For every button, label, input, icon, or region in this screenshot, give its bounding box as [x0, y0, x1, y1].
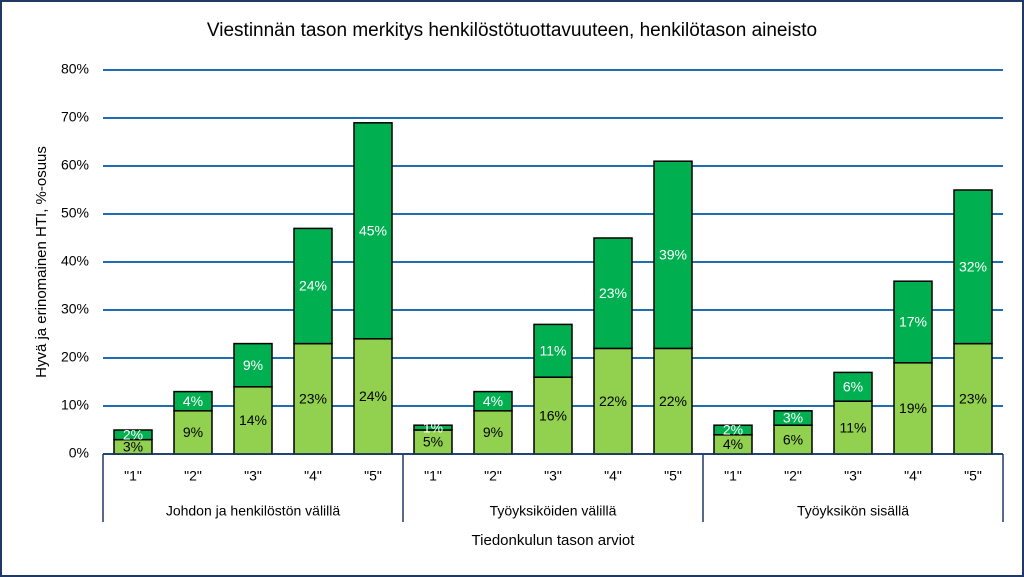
data-label: 11% — [540, 343, 567, 359]
bar-segment — [893, 280, 933, 364]
bar-segment — [173, 390, 213, 412]
x-tick-label: "4" — [304, 468, 322, 484]
x-tick-label: "1" — [424, 468, 442, 484]
y-tick-label: 60% — [61, 157, 89, 173]
x-tick-label: "5" — [664, 468, 682, 484]
x-tick-label: "1" — [124, 468, 142, 484]
group-label: Työyksiköiden välillä — [490, 503, 617, 519]
data-label: 2% — [723, 422, 743, 438]
data-label: 19% — [899, 400, 927, 416]
x-tick-label: "3" — [544, 468, 562, 484]
bar-segment — [233, 386, 273, 455]
x-tick-label: "4" — [604, 468, 622, 484]
bar-segment — [473, 390, 513, 412]
data-label: 11% — [840, 419, 867, 435]
data-label: 32% — [959, 259, 987, 275]
data-label: 9% — [483, 424, 503, 440]
data-label: 45% — [359, 223, 387, 239]
x-axis-title: Tiedonkulun tason arviot — [472, 532, 636, 549]
data-label: 6% — [783, 431, 803, 447]
data-label: 22% — [659, 393, 687, 409]
bar-segment — [713, 424, 753, 436]
bar-segment — [833, 371, 873, 402]
bar-segment — [953, 189, 993, 345]
group-label: Työyksikön sisällä — [797, 503, 909, 519]
chart-title: Viestinnän tason merkitys henkilöstötuot… — [207, 20, 817, 41]
bar-segment — [953, 342, 993, 455]
bar-segment — [593, 237, 633, 350]
data-label: 1% — [423, 419, 443, 435]
x-tick-label: "4" — [904, 468, 922, 484]
x-tick-label: "5" — [364, 468, 382, 484]
data-label: 9% — [183, 424, 203, 440]
bar-segment — [293, 227, 333, 345]
data-label: 23% — [299, 391, 327, 407]
y-tick-label: 70% — [61, 109, 89, 125]
bar-segment — [173, 410, 213, 455]
bar-segment — [653, 160, 693, 350]
y-tick-label: 80% — [61, 61, 89, 77]
bar-segment — [413, 429, 453, 455]
bar-segment — [773, 424, 813, 455]
y-tick-label: 40% — [61, 253, 89, 269]
y-tick-label: 50% — [61, 205, 89, 221]
x-tick-label: "3" — [244, 468, 262, 484]
bar-segment — [353, 122, 393, 340]
data-label: 3% — [783, 410, 803, 426]
data-label: 9% — [243, 357, 263, 373]
bar-segment — [293, 342, 333, 455]
y-tick-label: 0% — [69, 445, 89, 461]
x-tick-label: "3" — [844, 468, 862, 484]
data-label: 14% — [239, 412, 267, 428]
x-tick-label: "5" — [964, 468, 982, 484]
data-label: 3% — [123, 439, 143, 455]
bar-segment — [533, 323, 573, 378]
bar-segment — [233, 342, 273, 388]
data-label: 6% — [843, 379, 863, 395]
data-label: 17% — [899, 314, 927, 330]
data-label: 22% — [599, 393, 627, 409]
data-label: 23% — [959, 391, 987, 407]
bar-segment — [413, 424, 453, 431]
bar-segment — [473, 410, 513, 455]
bar-segment — [113, 429, 153, 441]
data-label: 2% — [123, 427, 143, 443]
y-tick-label: 20% — [61, 349, 89, 365]
data-label: 24% — [359, 388, 387, 404]
x-tick-label: "2" — [784, 468, 802, 484]
bar-segment — [353, 338, 393, 455]
bar-segment — [833, 400, 873, 455]
bar-segment — [893, 362, 933, 455]
data-label: 4% — [723, 436, 743, 452]
data-label: 16% — [539, 407, 567, 423]
data-label: 23% — [599, 285, 627, 301]
bar-segment — [533, 376, 573, 455]
data-label: 24% — [299, 278, 327, 294]
x-tick-label: "1" — [724, 468, 742, 484]
data-label: 4% — [483, 393, 503, 409]
y-tick-label: 10% — [61, 397, 89, 413]
data-label: 39% — [659, 247, 687, 263]
x-tick-label: "2" — [184, 468, 202, 484]
group-label: Johdon ja henkilöstön välillä — [166, 503, 341, 519]
x-tick-label: "2" — [484, 468, 502, 484]
data-label: 4% — [183, 393, 203, 409]
y-tick-label: 30% — [61, 301, 89, 317]
data-label: 5% — [423, 434, 443, 450]
bar-segment — [773, 410, 813, 426]
y-axis-title: Hyvä ja erinomainen HTI, %-osuus — [33, 146, 50, 378]
